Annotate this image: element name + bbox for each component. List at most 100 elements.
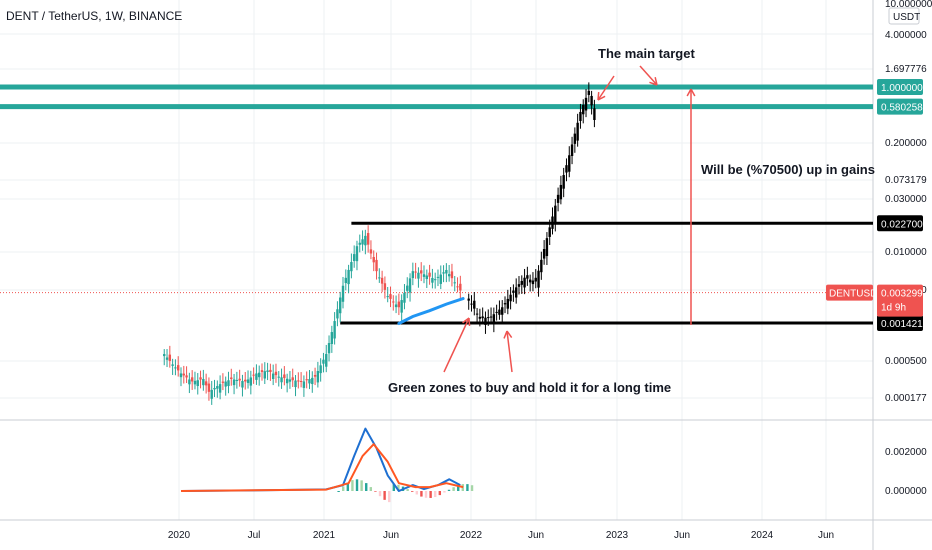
- gain-arrow-head: [686, 88, 692, 97]
- macd-histogram-bar: [411, 491, 414, 492]
- projection-candle-body: [559, 184, 563, 200]
- candle-body: [252, 374, 255, 376]
- candle-body: [210, 389, 213, 399]
- annotations: The main target Will be (%70500) up in g…: [388, 46, 875, 395]
- projection-candle-body: [484, 317, 487, 325]
- symbol-tag: [826, 284, 873, 301]
- projection-candle-body: [542, 249, 546, 259]
- candle-body: [417, 272, 420, 279]
- candle-body: [319, 365, 322, 374]
- candle-body: [280, 377, 283, 383]
- candle-body: [277, 376, 280, 378]
- candle-body: [364, 235, 367, 246]
- candle-body: [305, 379, 308, 381]
- projection-candle-body: [517, 284, 521, 287]
- zone-arrow-right: [506, 330, 513, 373]
- projection-candle-body: [503, 303, 507, 305]
- projection-candle-body: [576, 122, 579, 141]
- macd-histogram-bar: [447, 489, 451, 491]
- zone-arrow-right-head: [506, 330, 513, 338]
- candle-body: [411, 271, 415, 279]
- projection-candle-body: [514, 287, 518, 298]
- macd-histogram-bar: [392, 484, 396, 491]
- candle-body: [216, 386, 219, 389]
- candle-body: [258, 372, 261, 378]
- candle-body: [408, 278, 412, 293]
- level-lines: [0, 84, 873, 325]
- candle-body: [336, 309, 339, 319]
- time-tick: 2022: [460, 530, 483, 541]
- candle-body: [271, 373, 275, 380]
- macd-histogram-bar: [429, 491, 432, 498]
- candle-body: [422, 274, 426, 277]
- time-axis[interactable]: 2020 Jul 2021 Jun 2022 Jun 2023 Jun 2024 Jun: [168, 530, 834, 541]
- macd-histogram-bar: [374, 491, 377, 492]
- candle-body: [232, 379, 236, 386]
- candle-body: [341, 285, 345, 302]
- candle-body: [355, 246, 359, 262]
- candle-body: [269, 369, 272, 373]
- macd-tick: 0.002000: [885, 447, 927, 458]
- projection-candle-body: [579, 111, 582, 121]
- candle-body: [299, 380, 303, 382]
- level-tag-0: [877, 79, 923, 95]
- macd-histogram-bar: [397, 484, 400, 491]
- candle-body: [196, 380, 199, 387]
- candle-body: [213, 387, 216, 390]
- macd-histogram-bar: [406, 489, 409, 491]
- projection-candle-body: [526, 275, 529, 279]
- zone-arrow-right-head: [503, 330, 508, 339]
- macd-tick: 0.000000: [885, 486, 927, 497]
- time-tick: Jul: [248, 530, 261, 541]
- time-tick: Jun: [818, 530, 834, 541]
- zone-arrow-left-head: [468, 317, 471, 327]
- candle-body: [288, 379, 292, 382]
- candle-body: [316, 371, 320, 383]
- projection-candle-body: [478, 316, 482, 319]
- price-tick: 0.073179: [885, 175, 927, 186]
- projection-candle-body: [487, 317, 490, 319]
- candle-body: [246, 379, 250, 383]
- projection-candle-body: [565, 165, 568, 173]
- candle-body: [218, 384, 222, 393]
- projection-candle-body: [492, 314, 496, 324]
- candle-body: [439, 274, 442, 284]
- price-tick: 4.000000: [885, 30, 927, 41]
- macd-histogram-bar: [420, 491, 423, 497]
- candle-body: [165, 357, 169, 360]
- price-axis[interactable]: 10.000000 4.000000 1.697776 0.200000 0.07317…: [885, 0, 932, 404]
- candle-body: [266, 370, 269, 372]
- macd-histogram-bar: [424, 491, 428, 498]
- last-price-value: 0.003299: [881, 289, 923, 300]
- projection-candle-body: [528, 279, 532, 283]
- level-tag-3: [877, 315, 923, 331]
- candle-body: [428, 272, 431, 277]
- candle-body: [168, 354, 172, 361]
- projection-candle-body: [495, 311, 498, 313]
- candle-body: [249, 377, 253, 386]
- macd-histogram-bar: [369, 487, 373, 491]
- candle-body: [352, 254, 356, 261]
- moving-average-line: [397, 297, 465, 325]
- projection-candle-body: [590, 95, 593, 106]
- currency-box: [888, 7, 920, 25]
- macd-histogram-bar: [365, 483, 368, 491]
- macd-histogram-bar: [466, 484, 469, 491]
- projection-candle-body: [506, 298, 510, 309]
- projection-candle-body: [509, 294, 512, 302]
- projection-candle-body: [481, 316, 484, 319]
- level-tag-label: 0.022700: [881, 219, 923, 230]
- candle-body: [325, 354, 328, 367]
- gain-arrow-head: [690, 88, 696, 97]
- price-tick: 10.000000: [885, 0, 932, 10]
- level-tag-2: [877, 215, 923, 232]
- projection-candle-body: [593, 108, 596, 120]
- candle-body: [221, 381, 225, 383]
- candle-body: [322, 359, 325, 364]
- macd-axis[interactable]: 0.002000 0.000000: [885, 447, 927, 497]
- target-arrow-right-head: [654, 77, 658, 86]
- time-tick: 2023: [606, 530, 629, 541]
- projection-candle-body: [556, 194, 560, 203]
